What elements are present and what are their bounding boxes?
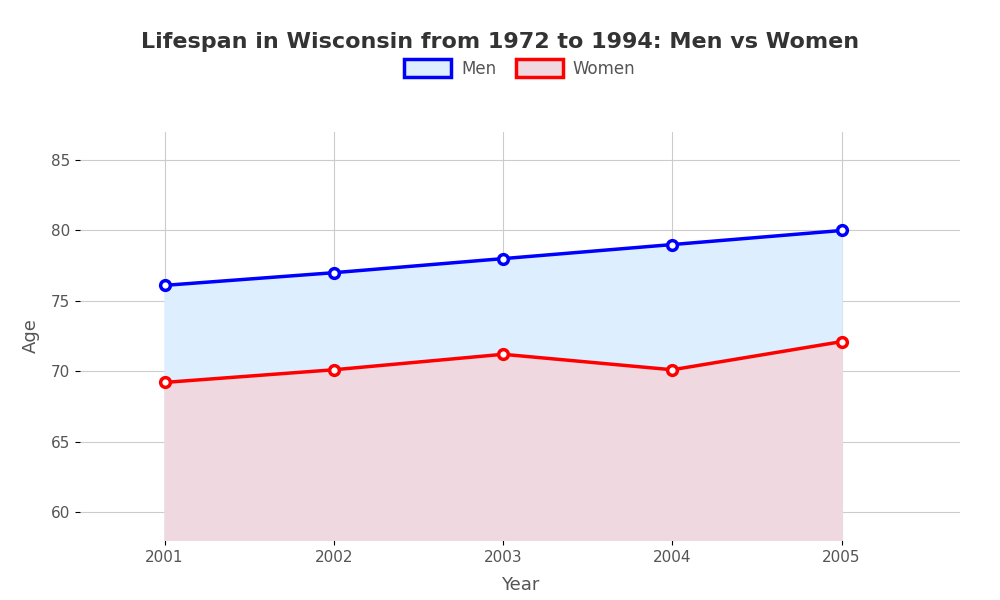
Y-axis label: Age: Age — [22, 319, 40, 353]
Text: Lifespan in Wisconsin from 1972 to 1994: Men vs Women: Lifespan in Wisconsin from 1972 to 1994:… — [141, 32, 859, 52]
Legend: Men, Women: Men, Women — [396, 50, 644, 86]
X-axis label: Year: Year — [501, 576, 539, 594]
